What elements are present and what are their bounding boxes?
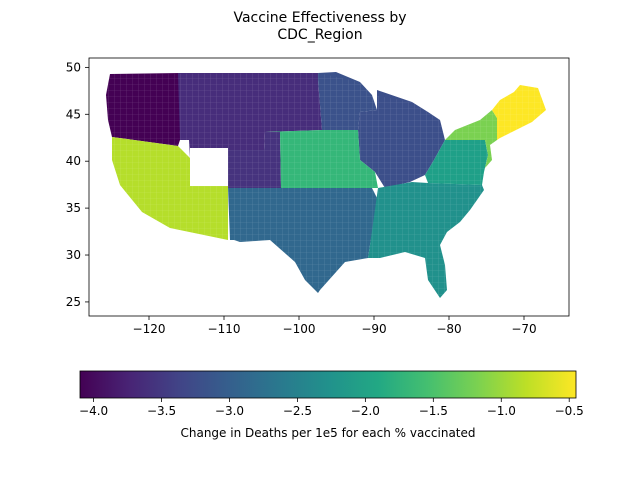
- axes-frame: [88, 57, 570, 317]
- y-tick-label: 50: [66, 60, 81, 74]
- y-tick-label: 45: [66, 107, 81, 121]
- colorbar-label: Change in Deaths per 1e5 for each % vacc…: [180, 426, 475, 440]
- x-tick-label: −70: [511, 322, 536, 336]
- colorbar-tick-label: −3.0: [215, 404, 244, 418]
- y-tick-label: 40: [66, 154, 81, 168]
- y-axis-ticks: 25 30 35 40 45 50: [66, 60, 89, 309]
- y-tick-label: 30: [66, 248, 81, 262]
- colorbar-tick-label: −3.5: [147, 404, 176, 418]
- colorbar-ticks: −4.0 −3.5 −3.0 −2.5 −2.0 −1.5 −1.0 −0.5: [79, 398, 584, 418]
- x-tick-label: −110: [208, 322, 241, 336]
- y-tick-label: 25: [66, 295, 81, 309]
- map-regions: [106, 72, 546, 298]
- colorbar-tick-label: −0.5: [555, 404, 584, 418]
- chart-title-line-2: CDC_Region: [277, 27, 362, 43]
- colorbar-tick-label: −1.5: [419, 404, 448, 418]
- x-tick-label: −120: [133, 322, 166, 336]
- colorbar-tick-label: −2.0: [351, 404, 380, 418]
- x-tick-label: −90: [361, 322, 386, 336]
- county-border-texture: [106, 73, 546, 298]
- x-tick-label: −100: [283, 322, 316, 336]
- chart-title-line-1: Vaccine Effectiveness by: [233, 10, 406, 26]
- x-axis-ticks: −120 −110 −100 −90 −80 −70: [133, 316, 537, 336]
- colorbar-tick-label: −1.0: [487, 404, 516, 418]
- colorbar-tick-label: −4.0: [79, 404, 108, 418]
- colorbar: [79, 370, 577, 399]
- colorbar-tick-label: −2.5: [283, 404, 312, 418]
- x-tick-label: −80: [436, 322, 461, 336]
- y-tick-label: 35: [66, 201, 81, 215]
